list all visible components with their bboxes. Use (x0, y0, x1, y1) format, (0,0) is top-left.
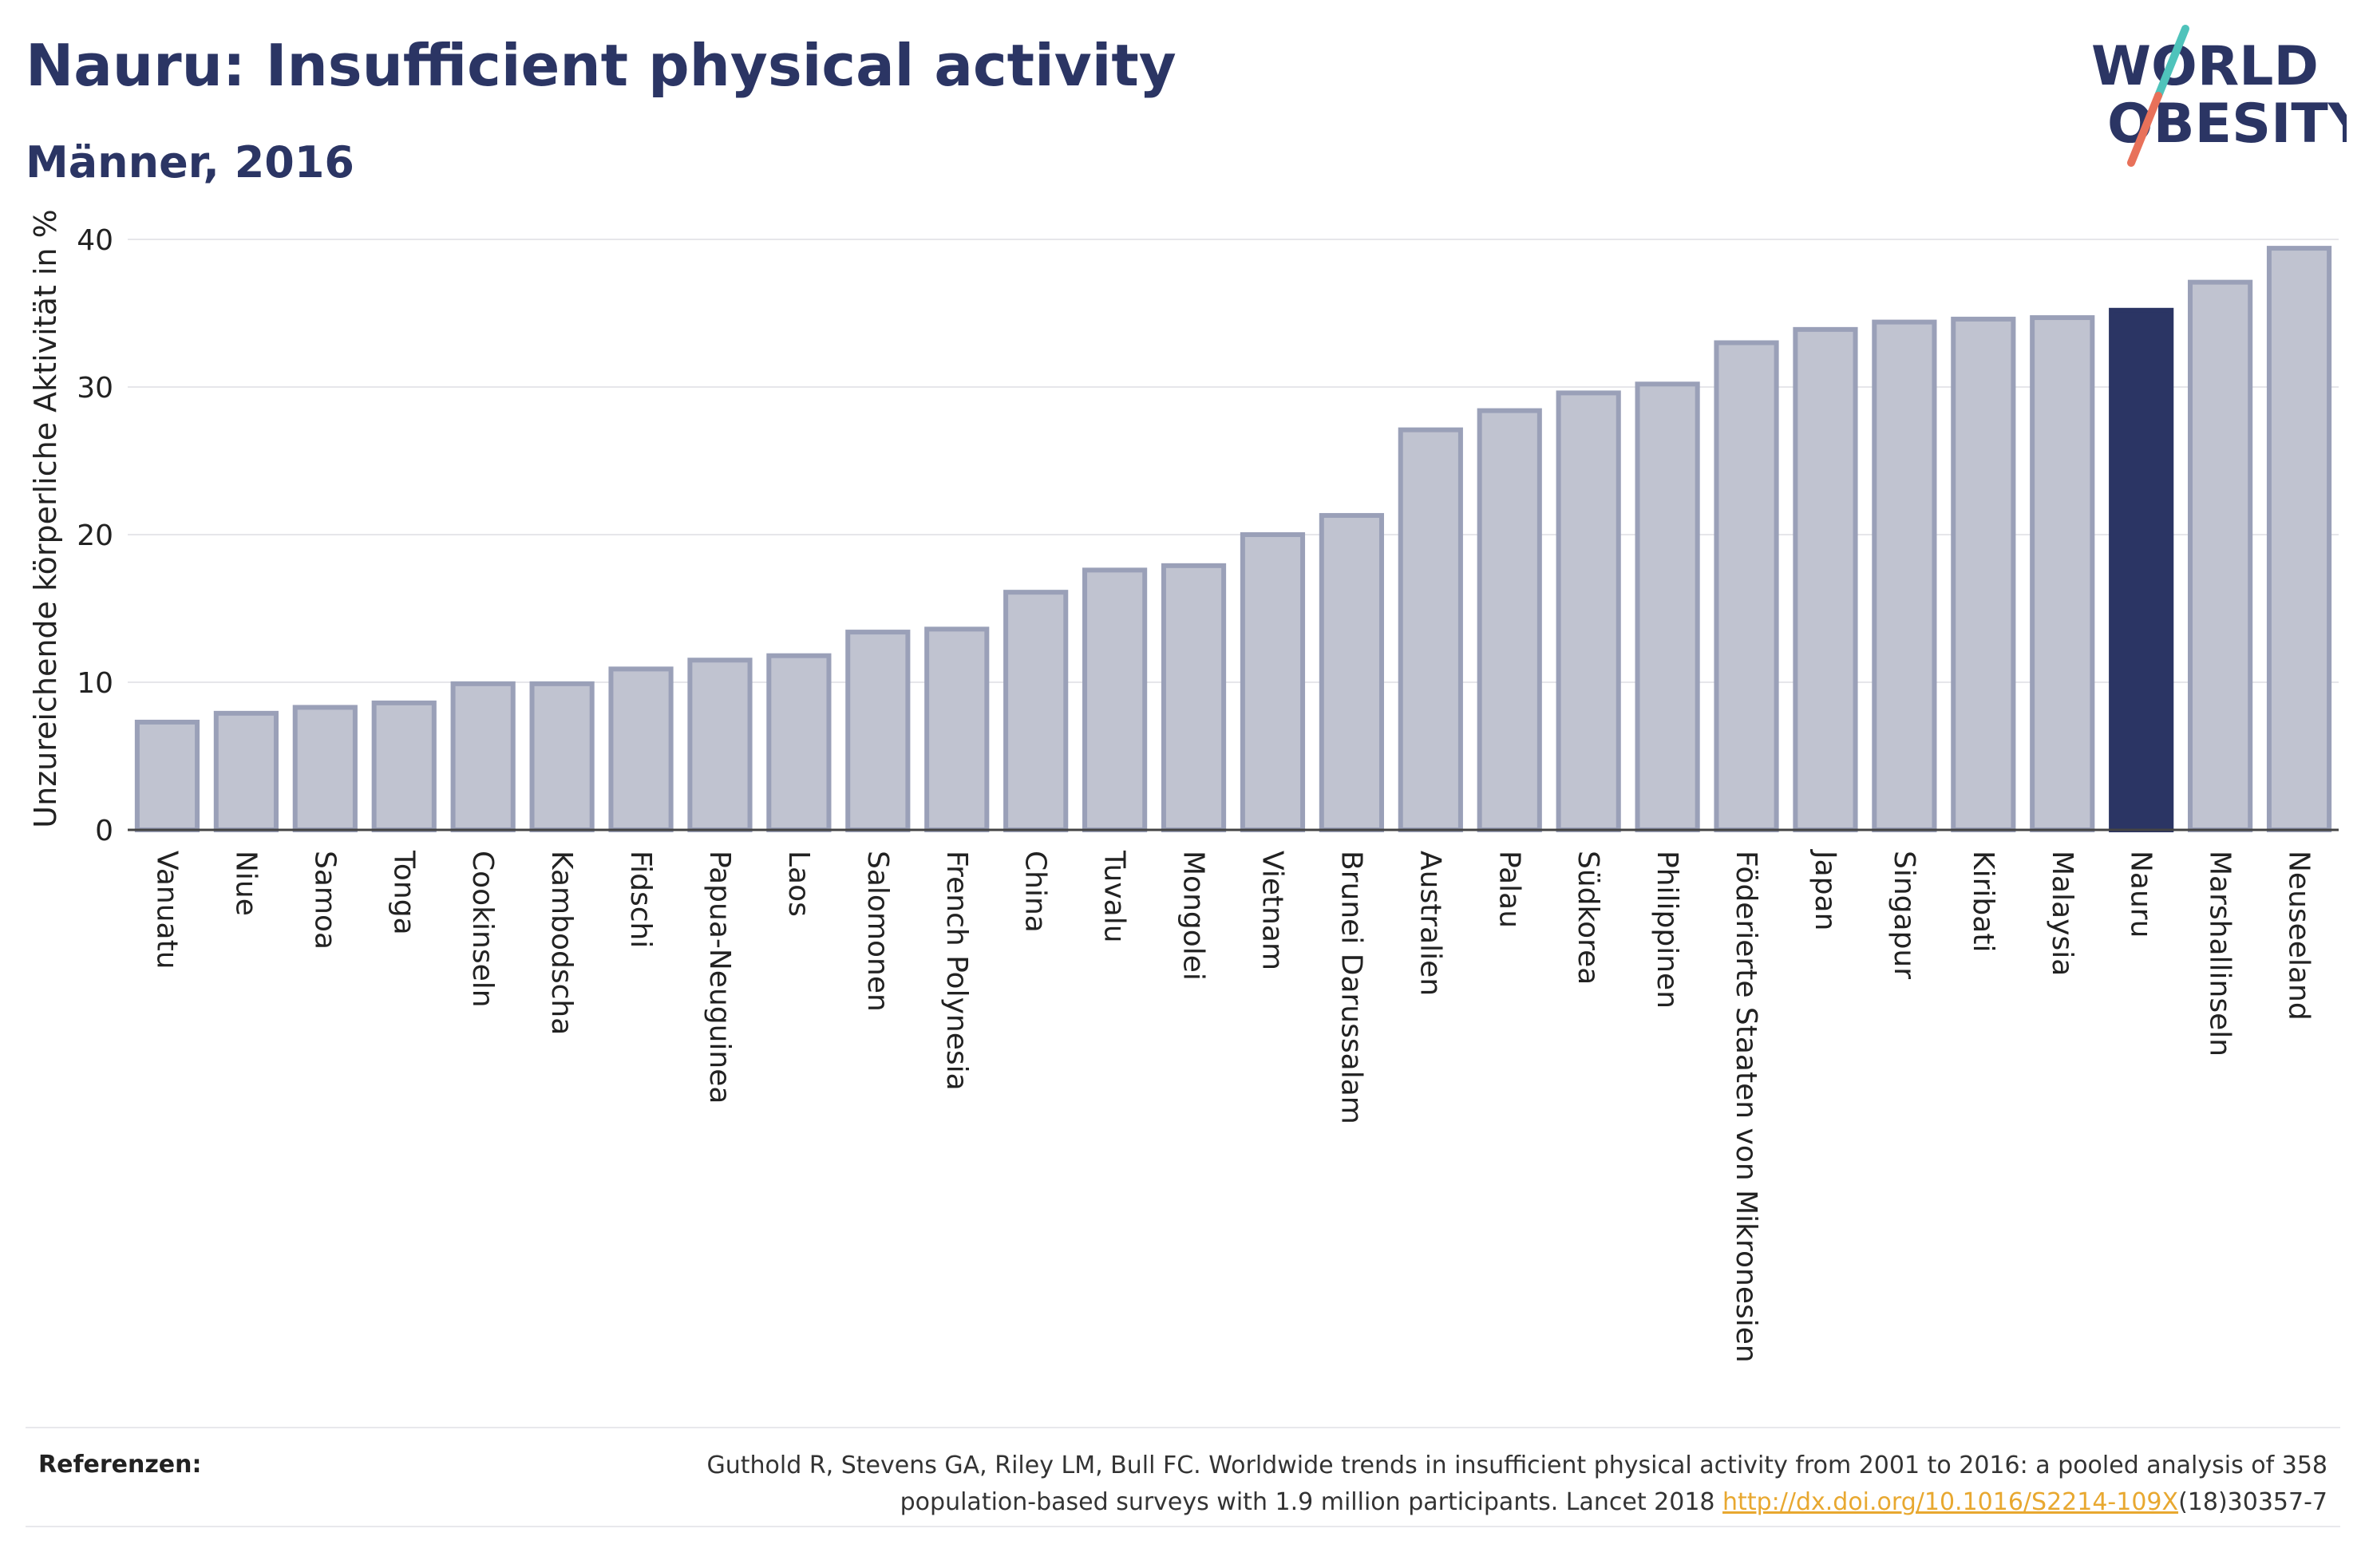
bar-neuseeland (2266, 246, 2332, 833)
x-tick-label-cookinseln: Cookinseln (466, 851, 499, 1008)
x-tick-label-kiribati: Kiribati (1967, 851, 1999, 952)
x-tick-label-mongolei: Mongolei (1177, 851, 1210, 981)
references-line2-prefix: population-based surveys with 1.9 millio… (900, 1488, 1723, 1516)
y-tick-label-20: 20 (77, 519, 113, 552)
x-tick-label-philippinen: Philippinen (1651, 851, 1683, 1009)
bar-niue (213, 710, 279, 832)
x-tick-label-kambodscha: Kambodscha (545, 851, 578, 1035)
y-tick-label-30: 30 (77, 372, 113, 405)
references-label: Referenzen: (38, 1451, 202, 1479)
references-doi-link[interactable]: http://dx.doi.org/10.1016/S2214-109X (1722, 1488, 2179, 1516)
bar-föderierte-staaten-von-mikronesien (1714, 340, 1779, 832)
x-tick-label-malaysia: Malaysia (2046, 851, 2078, 976)
bar-palau (1477, 408, 1542, 832)
divider-bottom (26, 1526, 2340, 1527)
x-tick-label-salomonen: Salomonen (861, 851, 894, 1012)
x-tick-label-samoa: Samoa (308, 851, 341, 950)
x-tick-label-fidschi: Fidschi (624, 851, 657, 948)
x-tick-label-palau: Palau (1493, 851, 1525, 928)
bar-kiribati (1951, 316, 2016, 832)
logo-line1: WORLD (2091, 35, 2319, 98)
x-tick-label-neuseeland: Neuseeland (2283, 851, 2316, 1021)
x-tick-label-nauru: Nauru (2125, 851, 2157, 938)
references-text: Guthold R, Stevens GA, Riley LM, Bull FC… (492, 1448, 2327, 1521)
divider-top (26, 1427, 2340, 1428)
bar-kambodscha (529, 681, 595, 832)
x-tick-label-french-polynesia: French Polynesia (940, 851, 973, 1091)
x-tick-label-föderierte-staaten-von-mikronesien: Föderierte Staaten von Mikronesien (1730, 851, 1762, 1363)
y-axis-label: Unzureichende körperliche Aktivität in % (28, 209, 63, 827)
x-tick-label-papua-neuguinea: Papua-Neuguinea (703, 851, 736, 1104)
bar-brunei-darussalam (1319, 512, 1384, 832)
references-line1: Guthold R, Stevens GA, Riley LM, Bull FC… (706, 1451, 2327, 1479)
bar-fidschi (608, 666, 674, 832)
bar-papua-neuguinea (687, 658, 753, 832)
x-tick-label-marshallinseln: Marshallinseln (2204, 851, 2236, 1057)
x-tick-label-tuvalu: Tuvalu (1098, 850, 1131, 943)
bar-cookinseln (450, 681, 516, 832)
bar-french-polynesia (924, 626, 990, 833)
references-line2-suffix: (18)30357-7 (2178, 1488, 2327, 1516)
x-tick-label-japan: Japan (1809, 849, 1841, 930)
x-tick-label-vietnam: Vietnam (1256, 851, 1288, 970)
bar-südkorea (1556, 390, 1621, 832)
bar-vanuatu (134, 719, 200, 833)
bar-marshallinseln (2188, 279, 2253, 832)
y-tick-label-10: 10 (77, 667, 113, 700)
bar-japan (1793, 326, 1858, 833)
bar-australien (1398, 427, 1463, 833)
bar-laos (766, 653, 832, 833)
x-tick-label-niue: Niue (229, 851, 262, 916)
x-tick-label-brunei-darussalam: Brunei Darussalam (1335, 851, 1367, 1124)
bar-salomonen (845, 630, 911, 832)
x-tick-label-singapur: Singapur (1888, 851, 1920, 979)
y-tick-label-40: 40 (77, 224, 113, 257)
y-tick-label-0: 0 (95, 815, 113, 847)
bar-malaysia (2030, 315, 2095, 832)
x-tick-label-china: China (1019, 851, 1052, 933)
bar-nauru (2109, 307, 2174, 832)
chart-title: Nauru: Insufficient physical activity (26, 32, 1177, 99)
bar-vietnam (1240, 532, 1306, 832)
chart-subtitle: Männer, 2016 (26, 137, 354, 188)
x-tick-label-tonga: Tonga (387, 850, 420, 935)
bar-philippinen (1635, 381, 1700, 832)
bar-singapur (1872, 319, 1937, 833)
bar-tuvalu (1082, 567, 1148, 833)
bar-chart: 0 10 20 30 40 Unzureichende körperliche Aktiv… (28, 209, 2339, 1363)
bar-china (1003, 590, 1069, 833)
x-tick-label-vanuatu: Vanuatu (150, 851, 183, 970)
bar-tonga (371, 700, 437, 833)
logo-slash-teal (2154, 25, 2189, 100)
x-tick-label-laos: Laos (782, 851, 815, 917)
x-tick-label-australien: Australien (1414, 851, 1446, 996)
x-tick-label-südkorea: Südkorea (1572, 851, 1604, 985)
bar-mongolei (1161, 563, 1227, 832)
bar-samoa (292, 705, 358, 833)
logo-slash-coral (2127, 92, 2162, 167)
world-obesity-logo: WORLD OBESITY (2091, 25, 2347, 167)
